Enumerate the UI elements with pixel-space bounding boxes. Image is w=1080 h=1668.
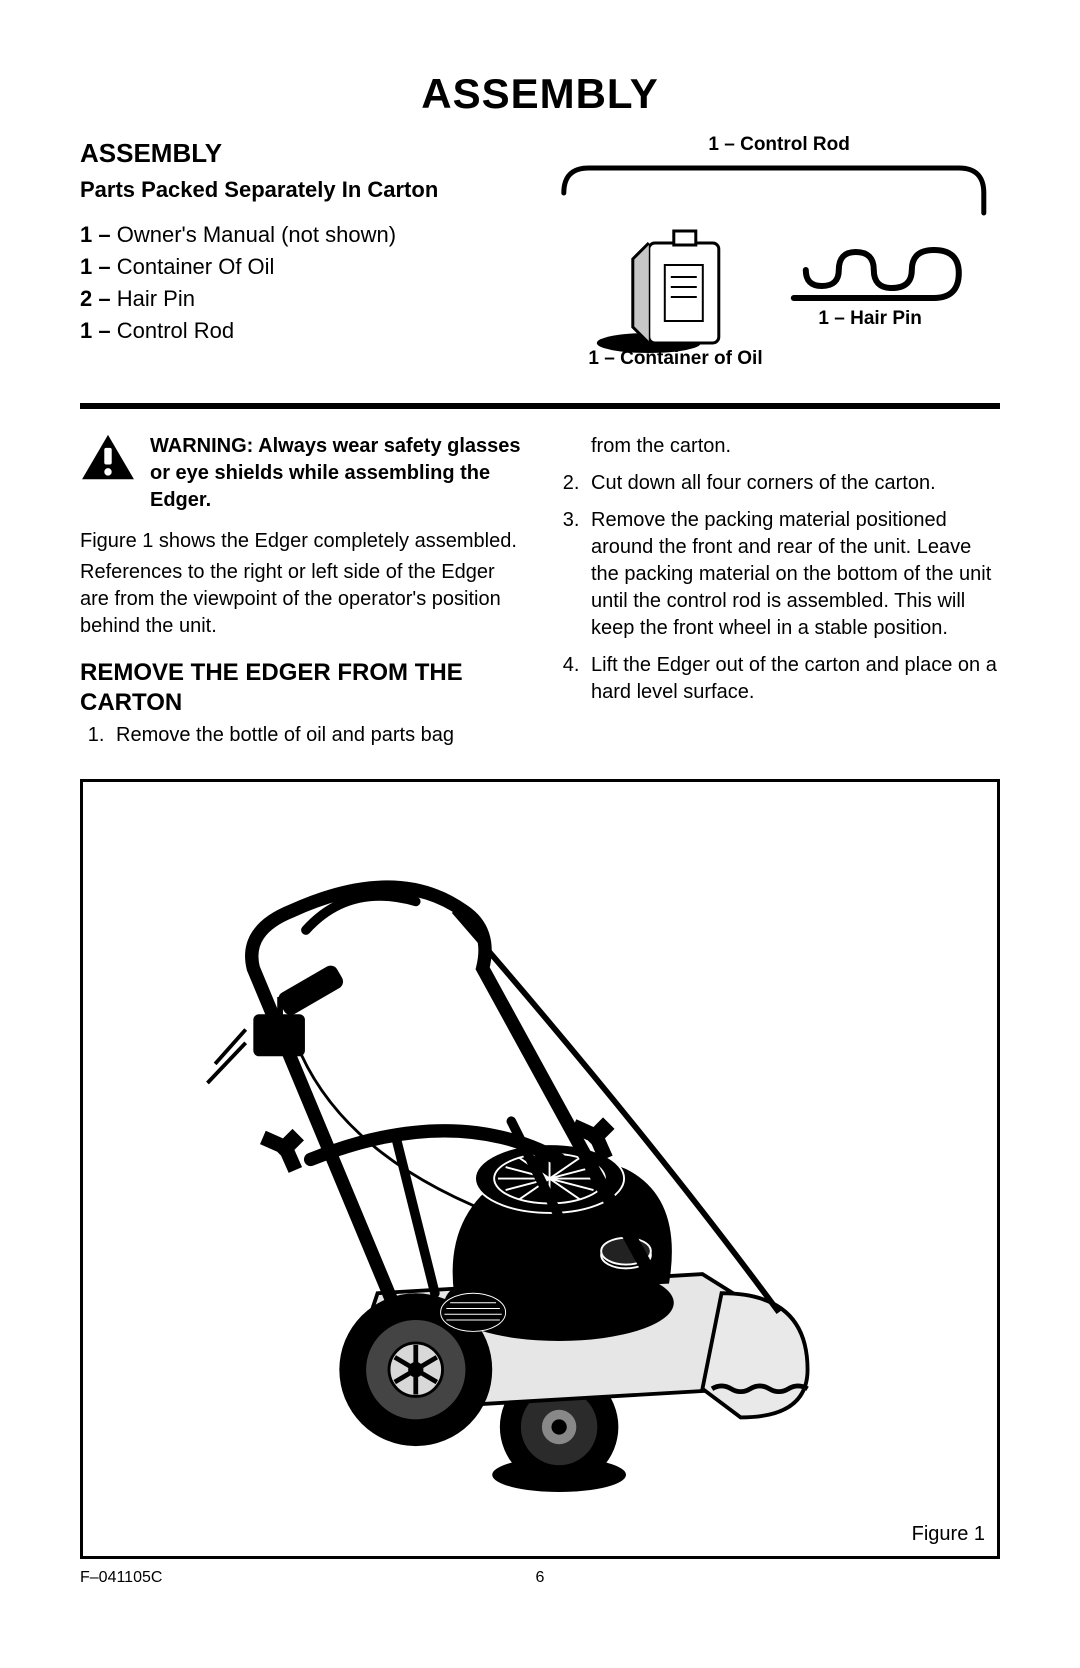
footer: F–041105C 6 [80, 1569, 1000, 1587]
parts-svg [558, 138, 1000, 368]
parts-subheading: Parts Packed Separately In Carton [80, 177, 522, 203]
warning-block: WARNING: Always wear safety glasses or e… [80, 433, 525, 514]
remove-heading: REMOVE THE EDGER FROM THE CARTON [80, 658, 525, 718]
list-item: Remove the packing material positioned a… [585, 507, 1000, 642]
top-row: ASSEMBLY Parts Packed Separately In Cart… [80, 138, 1000, 373]
page-title: ASSEMBLY [80, 70, 1000, 118]
list-item: 1 – Container Of Oil [80, 251, 522, 283]
paragraph: Figure 1 shows the Edger completely asse… [80, 528, 525, 555]
list-item: Cut down all four corners of the carton. [585, 470, 1000, 497]
parts-illustration: 1 – Control Rod 1 – Hair Pin 1 – Contain… [558, 138, 1000, 373]
warning-text: WARNING: Always wear safety glasses or e… [150, 433, 525, 514]
control-rod-label: 1 – Control Rod [708, 134, 849, 156]
list-item: 1 – Control Rod [80, 315, 522, 347]
warning-label: WARNING: [150, 435, 253, 457]
warning-icon [80, 433, 136, 514]
steps-left: Remove the bottle of oil and parts bag [80, 722, 525, 749]
list-item: Remove the bottle of oil and parts bag [110, 722, 525, 749]
step1-continuation: from the carton. [555, 433, 1000, 460]
footer-spacer [996, 1569, 1000, 1587]
qty: 1 – [80, 222, 111, 247]
footer-code: F–041105C [80, 1569, 162, 1587]
qty: 1 – [80, 318, 111, 343]
body-right-column: from the carton. Cut down all four corne… [555, 433, 1000, 759]
label: Control Rod [117, 318, 234, 343]
qty: 1 – [80, 254, 111, 279]
page: ASSEMBLY ASSEMBLY Parts Packed Separatel… [0, 0, 1080, 1668]
paragraph: References to the right or left side of … [80, 559, 525, 640]
divider [80, 403, 1000, 409]
parts-list: 1 – Owner's Manual (not shown) 1 – Conta… [80, 219, 522, 347]
parts-column: ASSEMBLY Parts Packed Separately In Cart… [80, 138, 522, 373]
steps-right: Cut down all four corners of the carton.… [555, 470, 1000, 706]
edger-illustration [110, 799, 970, 1539]
list-item: Lift the Edger out of the carton and pla… [585, 652, 1000, 706]
hair-pin-label: 1 – Hair Pin [818, 308, 922, 330]
page-number: 6 [536, 1569, 545, 1587]
list-item: 1 – Owner's Manual (not shown) [80, 219, 522, 251]
label: Container Of Oil [117, 254, 275, 279]
figure-box: Figure 1 [80, 779, 1000, 1559]
label: Hair Pin [117, 286, 195, 311]
figure-label: Figure 1 [912, 1523, 985, 1546]
body-left-column: WARNING: Always wear safety glasses or e… [80, 433, 525, 759]
body-columns: WARNING: Always wear safety glasses or e… [80, 433, 1000, 759]
list-item: 2 – Hair Pin [80, 283, 522, 315]
section-heading: ASSEMBLY [80, 138, 522, 169]
label: Owner's Manual (not shown) [117, 222, 396, 247]
container-oil-label: 1 – Container of Oil [588, 348, 762, 370]
qty: 2 – [80, 286, 111, 311]
